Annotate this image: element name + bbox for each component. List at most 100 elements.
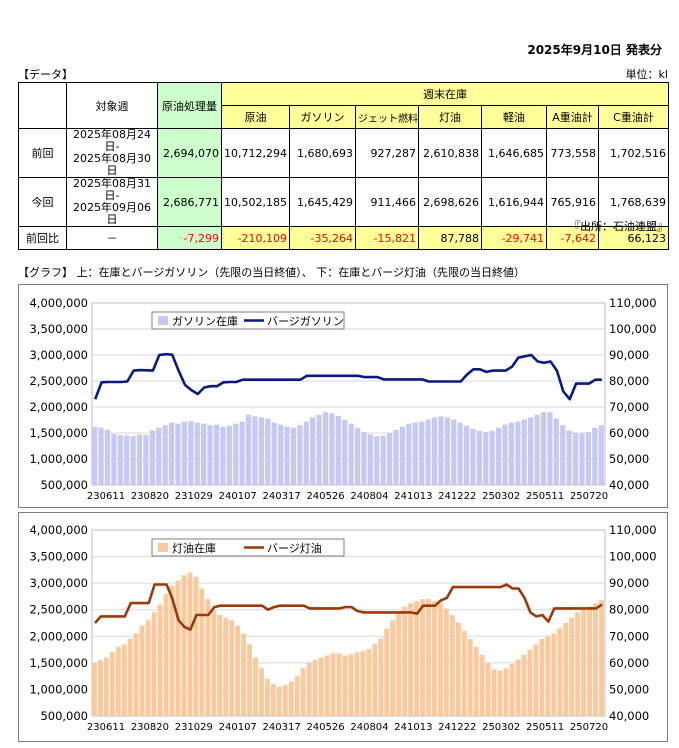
legend-bar-label: 灯油在庫 xyxy=(172,541,216,555)
col-stock-crude: 原油 xyxy=(221,105,290,129)
y-left-tick-label: 3,000,000 xyxy=(29,348,88,362)
stock-bar xyxy=(367,434,373,485)
stock-value: 2,610,838 xyxy=(418,128,482,178)
y-left-tick-label: 500,000 xyxy=(40,478,88,492)
stock-bar xyxy=(259,668,264,716)
stock-bar xyxy=(199,588,205,716)
stock-bar xyxy=(508,422,515,485)
x-tick-label: 250302 xyxy=(482,722,520,733)
stock-bar xyxy=(163,593,169,716)
stock-bar xyxy=(117,435,123,485)
stock-diff: -210,109 xyxy=(221,226,290,250)
stock-bar xyxy=(284,426,290,485)
y-right-tick-label: 100,000 xyxy=(609,550,657,564)
stock-bar xyxy=(188,421,194,485)
stock-bar xyxy=(297,425,303,485)
stock-bar xyxy=(133,633,139,716)
stock-bar xyxy=(553,418,559,485)
x-tick-label: 240107 xyxy=(219,722,257,733)
stock-bar xyxy=(97,660,103,716)
stock-bar xyxy=(92,662,97,716)
stock-bar xyxy=(310,417,316,485)
stock-bar xyxy=(467,638,473,716)
stock-bar xyxy=(207,425,213,485)
stock-diff: 66,123 xyxy=(598,226,669,250)
table-row-previous: 前回 2025年08月24日- 2025年08月30日 2,694,070 10,… xyxy=(18,128,669,178)
col-stock-jet: ジェット燃料 xyxy=(355,105,419,129)
y-left-tick-label: 2,500,000 xyxy=(29,603,88,617)
x-tick-label: 240317 xyxy=(263,722,301,733)
y-right-tick-label: 70,000 xyxy=(609,629,649,643)
y-right-tick-label: 50,000 xyxy=(609,682,649,696)
stock-bar xyxy=(136,434,143,485)
y-right-tick-label: 100,000 xyxy=(609,322,657,336)
x-tick-label: 241013 xyxy=(394,722,432,733)
stock-bar xyxy=(547,412,553,485)
unit-label: 単位：kl xyxy=(625,68,668,81)
x-tick-label: 250511 xyxy=(526,722,564,733)
stock-bar xyxy=(569,617,575,716)
graph-section-label: 【グラフ】 上：在庫とバージガソリン（先限の当日終値）、 下：在庫とバージ灯油（… xyxy=(18,266,526,279)
col-target-week: 対象週 xyxy=(66,82,158,129)
stock-bar xyxy=(587,606,592,716)
stock-bar xyxy=(103,657,109,716)
x-tick-label: 230611 xyxy=(87,722,125,733)
x-tick-label: 230820 xyxy=(131,722,169,733)
stock-bar xyxy=(194,422,200,485)
stock-bar xyxy=(399,426,406,485)
price-line xyxy=(93,352,602,401)
stock-bar xyxy=(491,669,497,716)
gasoline-chart: 500,000 40,000 1,000,000 50,000 1,500,000 60,… xyxy=(18,284,668,508)
stock-bar xyxy=(330,653,336,716)
stock-value: 1,645,429 xyxy=(289,177,356,227)
stock-value: 10,502,185 xyxy=(221,177,290,227)
period-end: 2025年08月30日 xyxy=(73,152,151,177)
stock-bar xyxy=(443,608,449,716)
col-stock-diesel: 軽油 xyxy=(481,105,547,129)
stock-bar xyxy=(563,623,569,716)
stock-bar xyxy=(303,421,309,485)
stock-bar xyxy=(451,419,457,485)
y-left-tick-label: 1,000,000 xyxy=(29,682,88,696)
stock-bar xyxy=(479,654,485,716)
y-left-tick-label: 2,500,000 xyxy=(29,374,88,388)
stock-bar xyxy=(390,620,396,716)
stock-bar xyxy=(372,643,378,716)
stock-bar xyxy=(235,625,241,716)
stock-value: 1,702,516 xyxy=(598,128,669,178)
legend: 灯油在庫 バージ灯油 xyxy=(151,538,345,557)
stock-bar xyxy=(322,412,329,485)
table-row-diff: 前回比 － -7,299 -210,109 -35,264 -15,821 87… xyxy=(18,226,669,250)
stock-bar xyxy=(258,417,264,485)
stock-bar xyxy=(509,663,515,716)
stock-bar xyxy=(124,435,130,485)
stock-diff: -15,821 xyxy=(355,226,419,250)
stock-bar xyxy=(406,423,412,485)
source-label: 『出所：石油連盟』 xyxy=(569,220,668,233)
y-left-tick-label: 2,000,000 xyxy=(29,400,88,414)
stock-bar xyxy=(461,630,467,716)
stock-bar xyxy=(455,622,461,716)
y-right-tick-label: 90,000 xyxy=(609,576,649,590)
stock-bar xyxy=(253,657,258,716)
x-tick-label: 240107 xyxy=(219,491,257,502)
y-left-tick-label: 3,500,000 xyxy=(29,550,88,564)
stock-bar xyxy=(551,633,557,716)
stock-bar xyxy=(374,436,380,485)
stock-bar xyxy=(560,425,566,485)
x-tick-label: 240526 xyxy=(306,491,344,502)
x-tick-label: 240804 xyxy=(350,491,388,502)
y-right-tick-label: 50,000 xyxy=(609,452,649,466)
x-tick-label: 231029 xyxy=(175,722,213,733)
stock-bar xyxy=(495,427,502,485)
y-left-tick-label: 4,000,000 xyxy=(29,296,88,310)
stock-bar xyxy=(130,436,136,485)
stock-bar xyxy=(348,423,354,485)
stock-bar xyxy=(300,668,306,716)
stock-bar xyxy=(470,428,476,485)
stock-bar xyxy=(483,431,489,485)
stock-bar xyxy=(592,427,598,485)
y-right-tick-label: 90,000 xyxy=(609,348,649,362)
stock-bar xyxy=(431,417,438,485)
stock-bar xyxy=(271,422,277,485)
